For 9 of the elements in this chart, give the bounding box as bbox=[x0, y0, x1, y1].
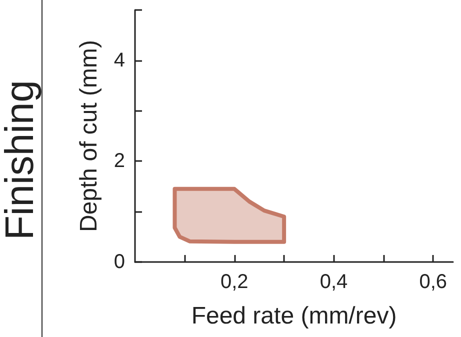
x-tick-label: 0,4 bbox=[320, 271, 348, 293]
text: Finishing bbox=[0, 80, 42, 240]
y-axis-title: Depth of cut (mm) bbox=[76, 40, 102, 232]
x-tick-label: 0,2 bbox=[220, 271, 248, 293]
x-tick-label: 0,6 bbox=[419, 271, 448, 293]
x-axis-title: Feed rate (mm/rev) bbox=[191, 302, 397, 330]
y-tick-label: 0 bbox=[114, 251, 125, 273]
y-tick-label: 4 bbox=[114, 49, 125, 72]
y-tick-label: 2 bbox=[114, 150, 125, 172]
